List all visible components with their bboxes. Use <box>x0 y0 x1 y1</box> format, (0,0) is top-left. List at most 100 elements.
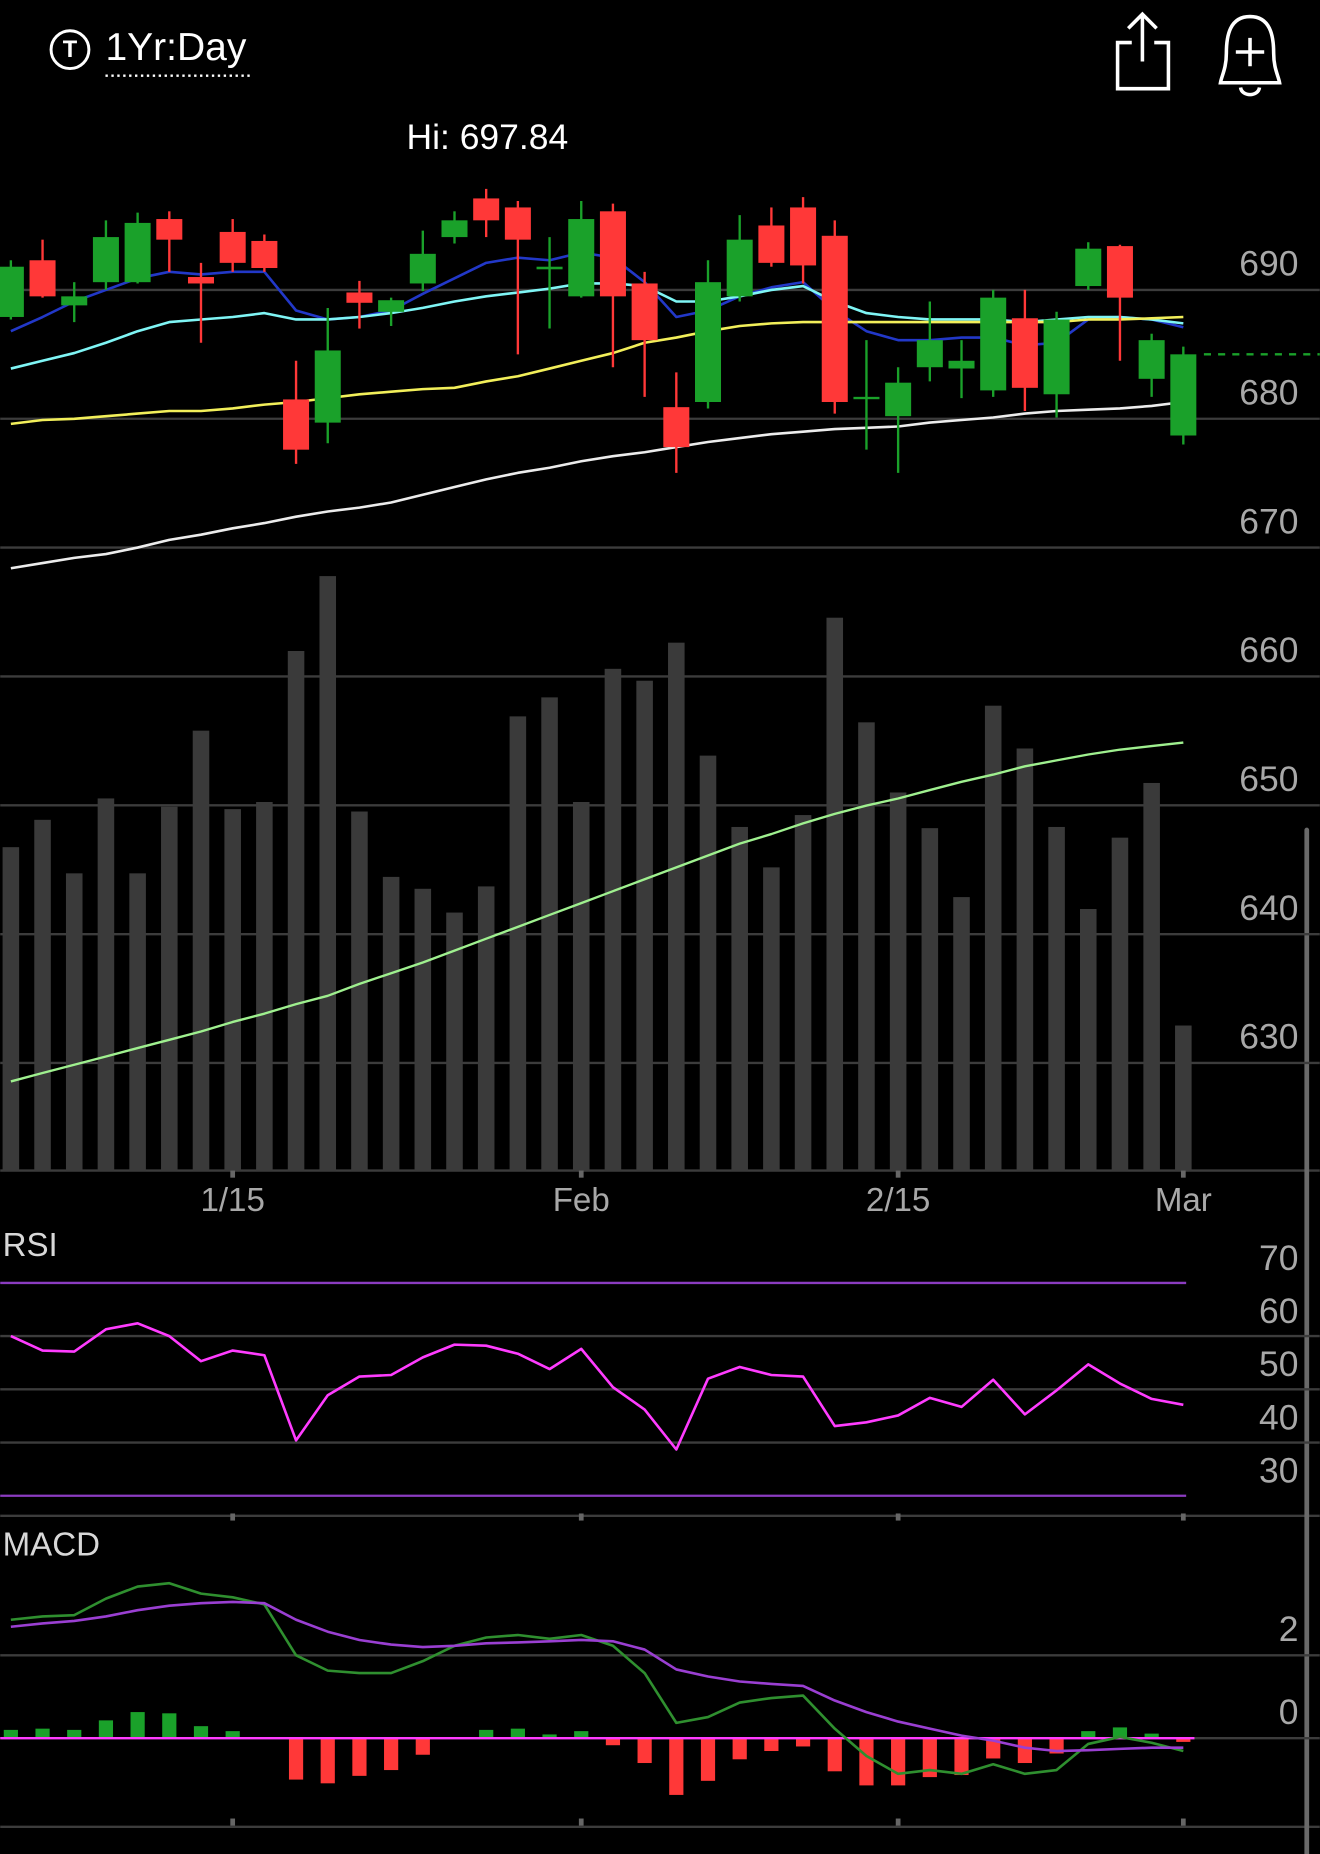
histogram-bar <box>98 1720 114 1739</box>
histogram-bar <box>1176 1738 1191 1742</box>
histogram-bar <box>764 1738 779 1752</box>
histogram-bar <box>1017 1738 1032 1764</box>
histogram-bar <box>130 1712 145 1739</box>
volume-bar <box>763 867 780 1171</box>
x-tick-label: Feb <box>553 1182 610 1219</box>
volume-bar <box>256 801 273 1171</box>
volume-bar <box>161 806 178 1171</box>
histogram-bar <box>827 1738 842 1772</box>
histogram-bar <box>510 1728 525 1739</box>
volume-bar <box>984 705 1002 1171</box>
volume-bar <box>382 876 400 1171</box>
bell-clapper <box>1238 86 1262 97</box>
candle-body <box>473 198 500 221</box>
candle-body <box>124 222 151 283</box>
histogram-bar <box>415 1738 430 1755</box>
y-tick-label: 630 <box>1239 1017 1298 1057</box>
candle-body <box>536 266 563 270</box>
volume-bar <box>319 576 337 1171</box>
candle-body <box>1170 354 1197 436</box>
candle-body <box>694 282 722 403</box>
candle-body <box>219 231 246 263</box>
histogram-bar <box>1112 1727 1128 1739</box>
y-tick-label: 0 <box>1279 1692 1299 1732</box>
histogram-bar <box>193 1726 209 1739</box>
histogram-bar <box>225 1731 240 1739</box>
y-tick-label: 640 <box>1239 888 1298 928</box>
volume-bar <box>2 847 20 1171</box>
moving-average <box>10 400 1184 570</box>
candle-body <box>1075 248 1102 287</box>
candle-body <box>599 211 626 297</box>
candle-body <box>821 235 848 403</box>
volume-bar <box>351 811 368 1171</box>
histogram-bar <box>859 1738 874 1786</box>
candle-body <box>1106 246 1133 298</box>
candle-body <box>504 207 531 240</box>
histogram-bar <box>922 1738 937 1778</box>
histogram-bar <box>288 1738 304 1780</box>
histogram-bar <box>352 1738 367 1776</box>
volume-bar <box>1016 748 1034 1171</box>
volume-bar <box>604 668 622 1171</box>
volume-bar <box>826 617 844 1171</box>
rsi-line <box>10 1322 1184 1451</box>
annotation: Hi: 697.84 <box>407 117 569 157</box>
volume-bar <box>414 888 432 1171</box>
candle-body <box>790 207 817 266</box>
volume-bar <box>65 873 83 1171</box>
candle-body <box>916 340 943 368</box>
histogram-bar <box>1081 1731 1096 1739</box>
histogram-bar <box>1144 1733 1159 1739</box>
volume-bar <box>921 828 939 1171</box>
alert-button[interactable] <box>1218 14 1282 97</box>
volume-bar <box>97 798 115 1171</box>
volume-bar <box>477 886 495 1171</box>
volume-bar <box>192 730 210 1171</box>
volume-bar <box>1111 837 1129 1171</box>
y-tick-label: 690 <box>1239 244 1298 284</box>
y-tick-label: 70 <box>1259 1238 1298 1278</box>
volume-bar <box>858 722 875 1171</box>
y-tick-label: 50 <box>1259 1344 1298 1384</box>
histogram-bar <box>732 1738 747 1760</box>
volume-bar <box>668 642 685 1171</box>
candle-body <box>758 225 785 263</box>
share-button[interactable] <box>1115 11 1171 91</box>
volume-bar <box>129 873 146 1171</box>
histogram-bar <box>384 1738 399 1771</box>
histogram-bar <box>574 1731 589 1739</box>
y-tick-label: 40 <box>1259 1397 1298 1437</box>
x-tick-label: Mar <box>1155 1182 1212 1219</box>
histogram-bar <box>3 1729 18 1739</box>
volume-bar <box>34 819 51 1171</box>
histogram-bar <box>542 1734 557 1739</box>
histogram-bar <box>605 1738 621 1746</box>
y-tick-label: 2 <box>1279 1609 1299 1649</box>
candle-body <box>568 219 595 297</box>
volume-bar <box>636 680 653 1171</box>
histogram-bar <box>700 1738 716 1781</box>
candle-body <box>1011 318 1038 388</box>
histogram-bar <box>320 1738 335 1784</box>
share-arrow <box>1126 11 1158 62</box>
volume-bar <box>953 897 970 1171</box>
y-tick-label: 660 <box>1239 630 1298 670</box>
volume-bar <box>1048 826 1065 1171</box>
volume-bar <box>287 650 305 1171</box>
candle-body <box>314 350 341 423</box>
histogram-bar <box>162 1713 177 1739</box>
share-box <box>1115 40 1171 91</box>
candle-body <box>853 396 880 400</box>
histogram-bar <box>986 1738 1001 1759</box>
volume-bar <box>541 697 558 1171</box>
period-icon <box>49 29 91 71</box>
period-selector[interactable]: T 1Yr:Day <box>49 26 251 77</box>
volume-bar <box>224 809 241 1171</box>
candle-body <box>726 239 753 297</box>
y-tick-label: 30 <box>1259 1451 1298 1491</box>
bell <box>1218 14 1282 85</box>
